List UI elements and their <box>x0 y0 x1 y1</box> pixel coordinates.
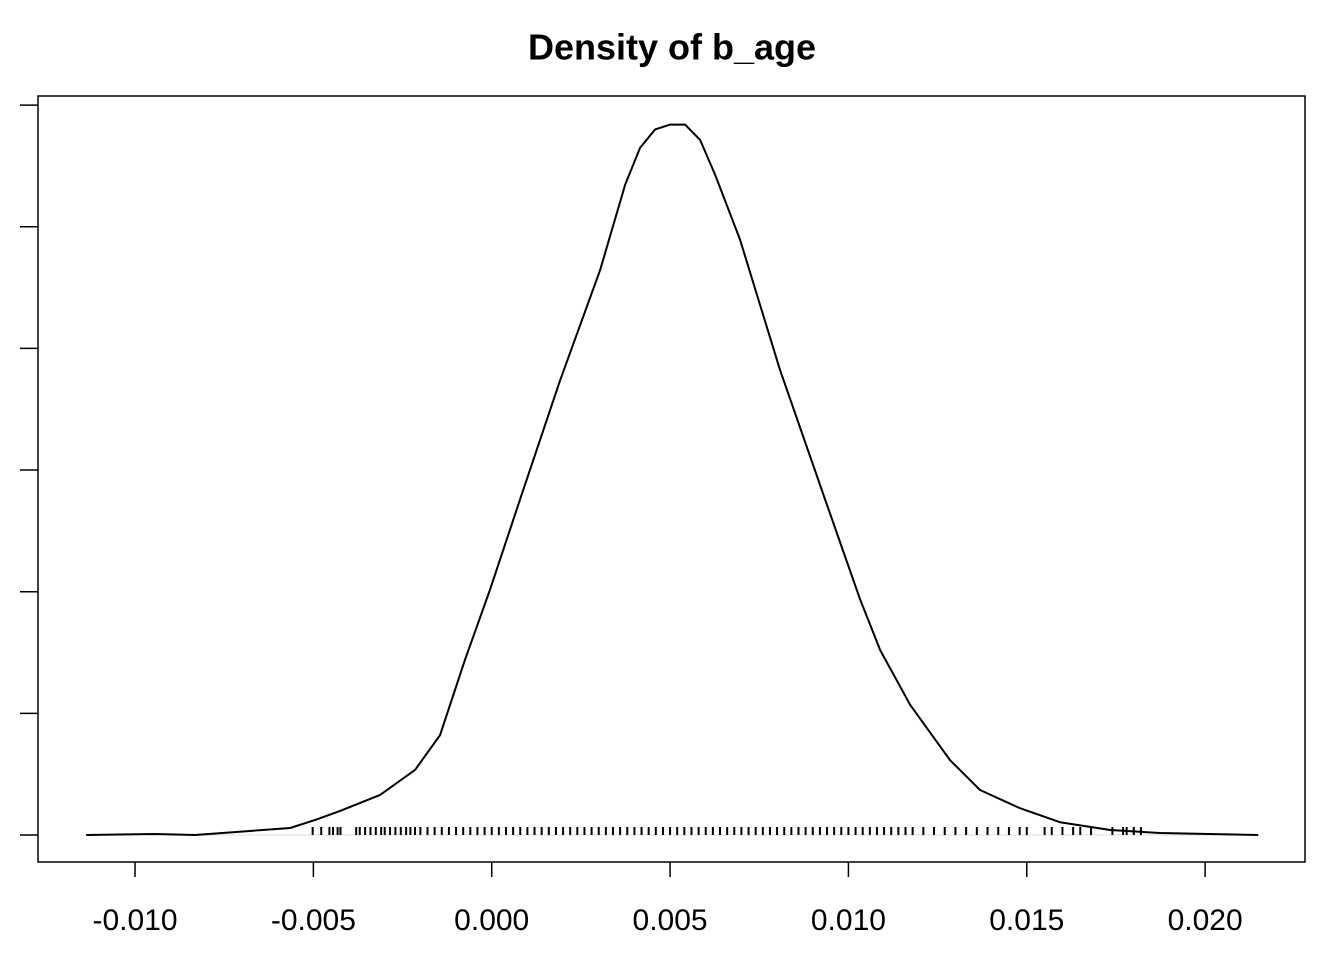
x-tick-label: 0.000 <box>454 904 529 937</box>
x-tick-label: -0.010 <box>92 904 177 937</box>
x-tick-label: 0.015 <box>989 904 1064 937</box>
x-tick-label: -0.005 <box>271 904 356 937</box>
x-tick-label: 0.020 <box>1168 904 1243 937</box>
chart-title: Density of b_age <box>528 27 816 68</box>
density-curve <box>86 123 1259 836</box>
plot-frame <box>37 95 1306 863</box>
x-tick-label: 0.005 <box>633 904 708 937</box>
x-tick-label: 0.010 <box>811 904 886 937</box>
